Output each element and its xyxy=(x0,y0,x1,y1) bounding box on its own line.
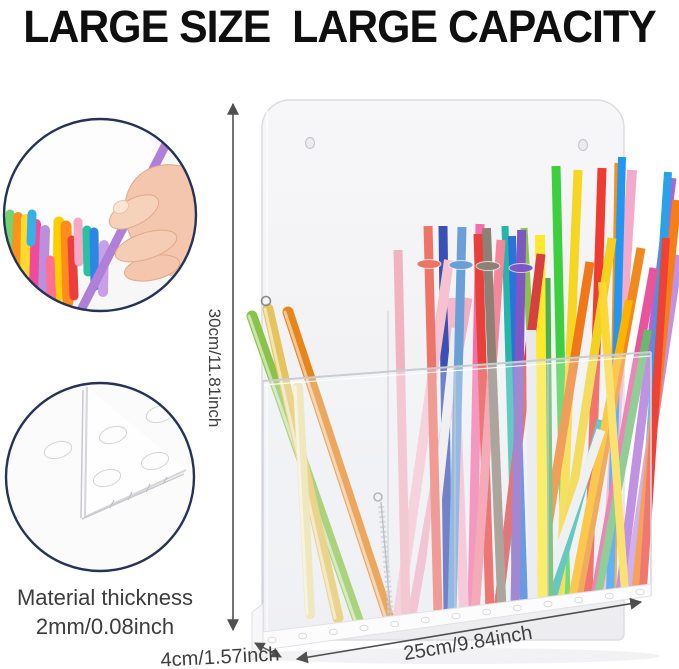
inset-circle-border xyxy=(4,381,196,573)
inset-circle-border xyxy=(2,117,198,313)
detail-inset-thickness xyxy=(4,381,196,573)
page-title: LARGE SIZE LARGE CAPACITY xyxy=(23,1,656,52)
thickness-label-line1: Material thickness xyxy=(16,585,194,610)
glass-straws xyxy=(246,303,394,632)
plastic-straws xyxy=(393,156,679,617)
straw-pocket-front xyxy=(262,311,652,650)
thickness-label: Material thickness 2mm/0.08inch xyxy=(17,583,193,641)
depth-dimension-arrow xyxy=(254,642,282,658)
mount-hole-right xyxy=(577,138,589,152)
mount-hole-left xyxy=(304,136,316,150)
detail-inset-hand xyxy=(2,117,198,313)
pocket-rim xyxy=(262,351,652,382)
dimension-lines xyxy=(227,102,643,664)
thickness-label-line2: 2mm/0.08inch xyxy=(35,614,175,639)
hand xyxy=(108,164,195,282)
width-dimension-line xyxy=(295,597,643,664)
height-dimension-label: 30cm/11.81inch xyxy=(205,308,224,428)
